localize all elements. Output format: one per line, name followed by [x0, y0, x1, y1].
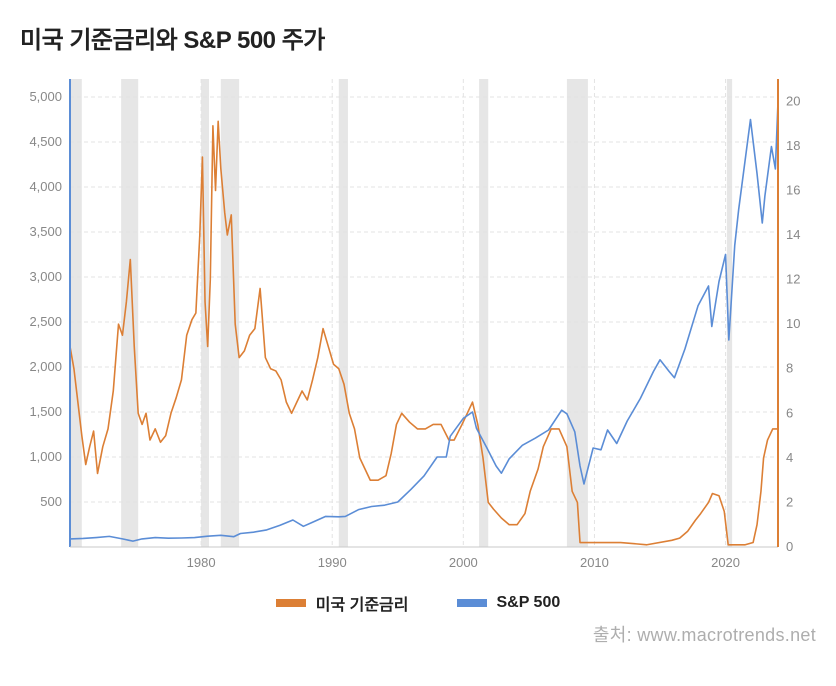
legend-item-fed-rate: 미국 기준금리	[276, 591, 409, 615]
svg-text:20: 20	[786, 93, 800, 108]
legend-item-sp500: S&P 500	[457, 591, 561, 615]
svg-text:6: 6	[786, 405, 793, 420]
svg-text:1980: 1980	[187, 555, 216, 570]
legend-label: 미국 기준금리	[316, 591, 409, 615]
legend-swatch	[457, 599, 487, 607]
svg-text:5,000: 5,000	[29, 89, 62, 104]
svg-text:4: 4	[786, 450, 793, 465]
svg-text:12: 12	[786, 272, 800, 287]
svg-text:4,500: 4,500	[29, 134, 62, 149]
svg-text:8: 8	[786, 361, 793, 376]
chart-svg: 198019902000201020205001,0001,5002,0002,…	[20, 67, 816, 577]
svg-text:500: 500	[40, 494, 62, 509]
svg-text:18: 18	[786, 138, 800, 153]
chart-title: 미국 기준금리와 S&P 500 주가	[20, 20, 816, 55]
legend-swatch	[276, 599, 306, 607]
source-attribution: 출처: www.macrotrends.net	[20, 621, 816, 647]
legend: 미국 기준금리 S&P 500	[20, 591, 816, 615]
chart-plot: 198019902000201020205001,0001,5002,0002,…	[20, 67, 816, 577]
svg-text:2010: 2010	[580, 555, 609, 570]
legend-label: S&P 500	[497, 594, 561, 612]
svg-text:2,000: 2,000	[29, 359, 62, 374]
svg-text:2: 2	[786, 494, 793, 509]
svg-text:2000: 2000	[449, 555, 478, 570]
svg-text:3,500: 3,500	[29, 224, 62, 239]
svg-text:1990: 1990	[318, 555, 347, 570]
svg-text:3,000: 3,000	[29, 269, 62, 284]
svg-text:16: 16	[786, 182, 800, 197]
chart-container: 미국 기준금리와 S&P 500 주가 19801990200020102020…	[0, 0, 836, 686]
svg-text:1,000: 1,000	[29, 449, 62, 464]
svg-text:2020: 2020	[711, 555, 740, 570]
svg-text:14: 14	[786, 227, 800, 242]
svg-text:4,000: 4,000	[29, 179, 62, 194]
svg-text:1,500: 1,500	[29, 404, 62, 419]
svg-text:2,500: 2,500	[29, 314, 62, 329]
svg-text:10: 10	[786, 316, 800, 331]
svg-text:0: 0	[786, 539, 793, 554]
